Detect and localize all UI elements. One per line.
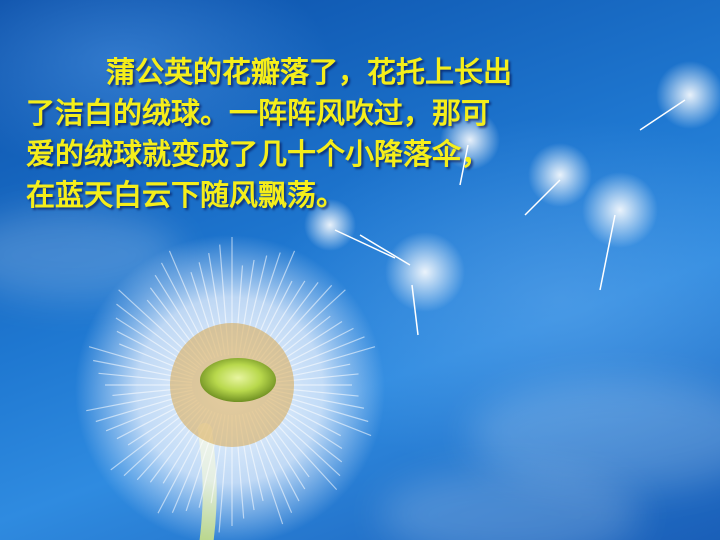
floating-seed [359,232,465,336]
poem-text: 蒲公英的花瓣落了，花托上长出 了洁白的绒球。一阵阵风吹过，那可 爱的绒球就变成了… [26,52,626,216]
floating-seed [304,199,396,259]
poem-line: 在蓝天白云下随风飘荡。 [26,178,346,212]
floating-seed [440,110,500,186]
floating-seed [582,172,658,291]
poem-line: 了洁白的绒球。一阵阵风吹过，那可 [26,96,491,130]
cloud [380,470,640,540]
poem-line: 爱的绒球就变成了几十个小降落伞， [26,137,491,171]
dandelion-puff [75,235,385,540]
cloud [470,380,720,490]
floating-seed [639,61,720,131]
poem-line: 蒲公英的花瓣落了，花托上长出 [106,55,513,89]
floating-seed [524,143,592,216]
